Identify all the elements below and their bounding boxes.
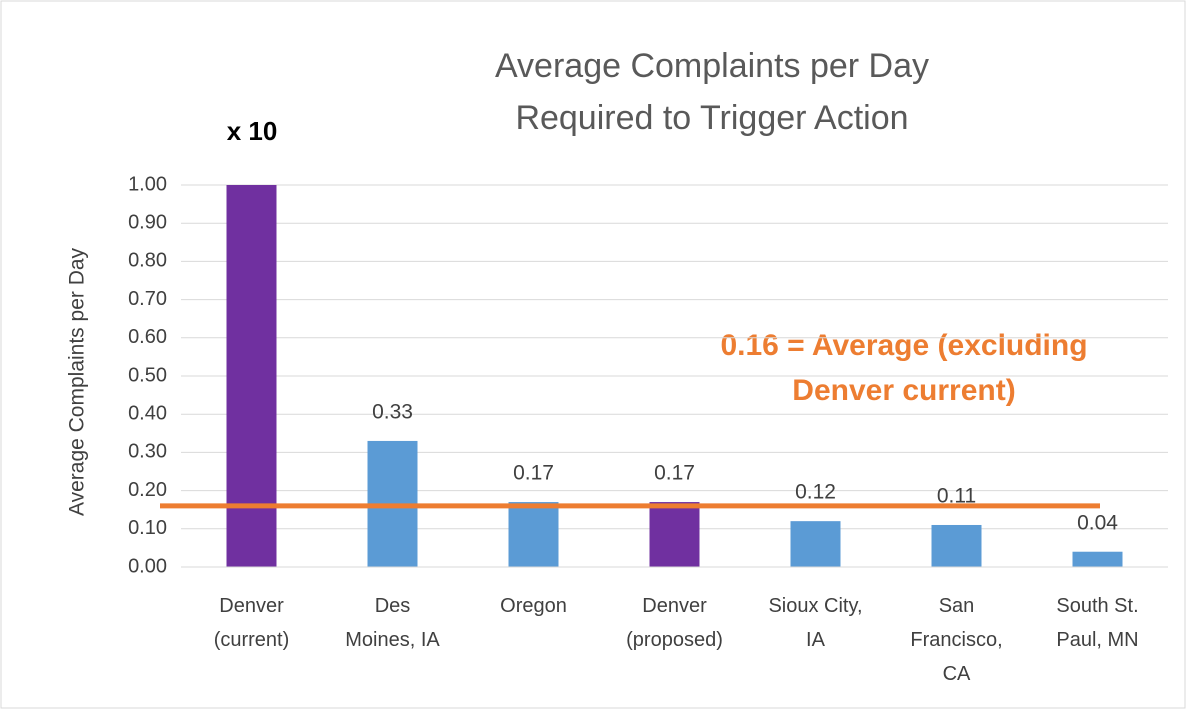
data-label: 0.11: [937, 485, 976, 508]
y-tick-label: 0.80: [128, 250, 167, 272]
bar: [649, 502, 700, 567]
y-tick-label: 0.50: [128, 364, 167, 386]
bar: [931, 524, 982, 567]
y-tick-label: 0.70: [128, 288, 167, 310]
bar: [790, 521, 841, 567]
x-tick-label: Denver (current): [214, 595, 290, 651]
annotation: x 10: [227, 116, 278, 146]
data-label: 0.12: [795, 481, 836, 504]
y-axis-label: Average Complaints per Day: [66, 247, 89, 516]
bar: [1072, 551, 1123, 567]
y-tick-label: 0.00: [128, 555, 167, 577]
y-tick-label: 0.90: [128, 211, 167, 233]
data-label: 0.17: [513, 462, 554, 485]
annotation: 0.16 = Average (excluding: [720, 329, 1087, 362]
y-tick-label: 0.10: [128, 517, 167, 539]
y-tick-label: 0.60: [128, 326, 167, 348]
y-tick-label: 0.20: [128, 479, 167, 501]
x-tick-label: Des Moines, IA: [345, 595, 440, 651]
x-tick-label: South St. Paul, MN: [1056, 595, 1138, 651]
bar: [226, 185, 277, 567]
chart-title: Required to Trigger Action: [515, 99, 908, 137]
data-label: 0.04: [1077, 511, 1118, 534]
x-tick-label: Sioux City, IA: [768, 595, 862, 651]
y-tick-label: 0.30: [128, 441, 167, 463]
x-tick-label: San Francisco, CA: [910, 595, 1002, 685]
bar: [508, 502, 559, 567]
data-label: 0.17: [654, 462, 695, 485]
data-label: 0.33: [372, 400, 413, 423]
annotation: Denver current): [792, 374, 1015, 407]
y-tick-label: 1.00: [128, 173, 167, 195]
x-tick-label: Denver (proposed): [626, 595, 723, 651]
x-tick-label: Oregon: [500, 595, 567, 617]
y-tick-label: 0.40: [128, 402, 167, 424]
chart-title: Average Complaints per Day: [495, 47, 929, 85]
